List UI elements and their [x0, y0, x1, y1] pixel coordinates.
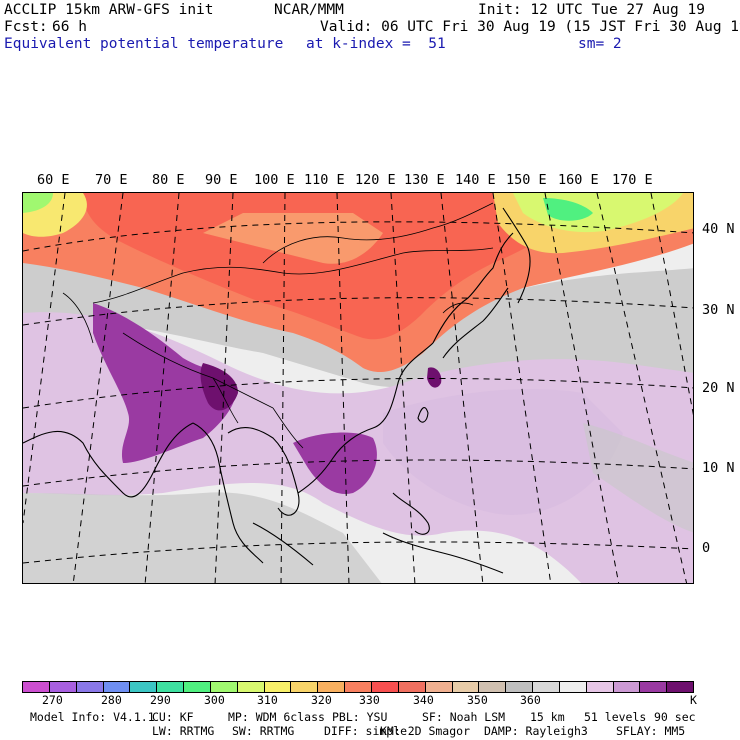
- longitude-label: 120 E: [355, 172, 396, 188]
- colorbar-label: 290: [150, 693, 171, 707]
- longitude-label: 130 E: [404, 172, 445, 188]
- colorbar-swatch: [130, 682, 158, 692]
- latitude-label: 20 N: [702, 380, 735, 396]
- colorbar-swatch: [640, 682, 668, 692]
- colorbar-swatch: [23, 682, 50, 692]
- footer-item: 15 km: [530, 710, 565, 724]
- borders: [62, 202, 494, 449]
- graticule: [23, 193, 693, 583]
- coastlines: [23, 207, 531, 574]
- colorbar-swatch: [291, 682, 319, 692]
- longitude-label: 170 E: [612, 172, 653, 188]
- footer-item: CU: KF: [152, 710, 194, 724]
- colorbar: [22, 681, 694, 693]
- colorbar-swatch: [398, 682, 426, 692]
- colorbar-swatch: [371, 682, 399, 692]
- footer-item: SFLAY: MM5: [616, 724, 686, 738]
- colorbar-unit: K: [690, 693, 697, 707]
- colorbar-swatch: [506, 682, 534, 692]
- longitude-label: 110 E: [304, 172, 345, 188]
- longitude-label: 150 E: [506, 172, 547, 188]
- colorbar-label: 320: [311, 693, 332, 707]
- footer-item: SF: Noah LSM: [422, 710, 506, 724]
- forecast-label: Fcst:: [4, 19, 48, 35]
- colorbar-swatch: [264, 682, 292, 692]
- colorbar-swatch: [613, 682, 641, 692]
- colorbar-swatch: [237, 682, 265, 692]
- colorbar-swatch: [318, 682, 346, 692]
- model-title: ACCLIP 15km ARW-GFS init: [4, 2, 214, 18]
- footer-item: DAMP: Rayleigh3: [484, 724, 588, 738]
- colorbar-swatch: [103, 682, 131, 692]
- latitude-label: 40 N: [702, 221, 735, 237]
- footer-item: KM: 2D Smagor: [380, 724, 471, 738]
- smoothing-label: sm= 2: [578, 36, 622, 52]
- level-label: at k-index = 51: [306, 36, 446, 52]
- colorbar-label: 310: [257, 693, 278, 707]
- longitude-label: 60 E: [37, 172, 70, 188]
- colorbar-label: 280: [101, 693, 122, 707]
- colorbar-swatch: [533, 682, 560, 692]
- latitude-label: 10 N: [702, 460, 735, 476]
- equivalent-potential-temperature-map: [22, 192, 694, 584]
- colorbar-swatch: [49, 682, 77, 692]
- footer-item: 90 sec: [654, 710, 696, 724]
- footer-item: SW: RRTMG: [232, 724, 295, 738]
- colorbar-label: 350: [467, 693, 488, 707]
- colorbar-swatch: [425, 682, 453, 692]
- footer-item: 51 levels: [584, 710, 647, 724]
- colorbar-label: 270: [42, 693, 63, 707]
- field-shading: [23, 193, 693, 583]
- colorbar-swatch: [479, 682, 507, 692]
- colorbar-label: 330: [359, 693, 380, 707]
- field-name: Equivalent potential temperature: [4, 36, 284, 52]
- colorbar-swatch: [586, 682, 614, 692]
- footer-item: Model Info: V4.1.1: [30, 710, 155, 724]
- latitude-label: 0: [702, 540, 711, 556]
- longitude-label: 160 E: [558, 172, 599, 188]
- latitude-label: 30 N: [702, 302, 735, 318]
- colorbar-label: 340: [413, 693, 434, 707]
- forecast-hour: 66 h: [52, 19, 87, 35]
- colorbar-swatch: [667, 682, 694, 692]
- longitude-label: 70 E: [95, 172, 128, 188]
- footer-item: LW: RRTMG: [152, 724, 215, 738]
- init-time: Init: 12 UTC Tue 27 Aug 19: [478, 2, 705, 18]
- colorbar-swatch: [76, 682, 104, 692]
- longitude-label: 90 E: [205, 172, 238, 188]
- colorbar-swatch: [157, 682, 185, 692]
- footer-item: DIFF: simple: [324, 724, 408, 738]
- colorbar-label: 300: [204, 693, 225, 707]
- colorbar-swatch: [452, 682, 480, 692]
- colorbar-label: 360: [520, 693, 541, 707]
- colorbar-swatch: [210, 682, 238, 692]
- longitude-label: 80 E: [152, 172, 185, 188]
- colorbar-swatch: [559, 682, 587, 692]
- colorbar-swatch: [184, 682, 211, 692]
- footer-item: PBL: YSU: [332, 710, 388, 724]
- organization-label: NCAR/MMM: [274, 2, 344, 18]
- valid-time: Valid: 06 UTC Fri 30 Aug 19 (15 JST Fri …: [320, 19, 740, 35]
- colorbar-swatch: [345, 682, 372, 692]
- longitude-label: 140 E: [455, 172, 496, 188]
- longitude-label: 100 E: [254, 172, 295, 188]
- footer-item: MP: WDM 6class: [228, 710, 325, 724]
